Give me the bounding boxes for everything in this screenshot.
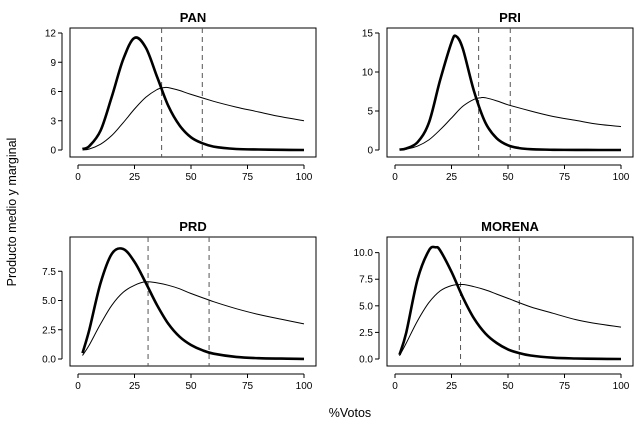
x-tick-label-pan: 50 — [185, 172, 197, 183]
x-tick-label-pri: 50 — [502, 172, 514, 183]
thick-curve-morena — [398, 245, 622, 361]
x-tick-label-morena: 50 — [502, 381, 514, 392]
y-axis-label: Producto medio y marginal — [5, 138, 19, 287]
y-tick-label-pri: 5 — [367, 107, 373, 118]
x-tick-label-prd: 50 — [185, 381, 197, 392]
y-tick-label-pan: 12 — [45, 29, 57, 40]
panel-frame-pan — [69, 27, 317, 158]
panel-title-pan: PAN — [180, 10, 206, 25]
x-tick-label-pan: 25 — [129, 172, 141, 183]
panel-frame-prd — [69, 236, 317, 367]
panel-frame-morena — [386, 236, 634, 367]
thick-curve-prd — [81, 247, 305, 361]
y-tick-label-morena: 0.0 — [359, 355, 373, 366]
y-tick-label-prd: 5.0 — [42, 296, 56, 307]
x-tick-label-pri: 0 — [392, 172, 398, 183]
x-tick-label-pan: 0 — [75, 172, 81, 183]
y-tick-label-morena: 2.5 — [359, 328, 373, 339]
x-tick-label-prd: 25 — [129, 381, 141, 392]
thick-curve-pan — [81, 36, 305, 152]
thin-curve-morena — [399, 283, 622, 357]
panel-title-prd: PRD — [179, 219, 206, 234]
thin-curve-pri — [399, 96, 622, 151]
y-tick-label-prd: 7.5 — [42, 267, 56, 278]
x-tick-label-morena: 0 — [392, 381, 398, 392]
y-tick-label-pri: 0 — [367, 146, 373, 157]
x-tick-label-pan: 75 — [242, 172, 254, 183]
y-tick-label-pri: 15 — [362, 29, 374, 40]
x-tick-label-prd: 100 — [296, 381, 313, 392]
x-tick-label-pan: 100 — [296, 172, 313, 183]
y-tick-label-pan: 0 — [50, 146, 56, 157]
x-tick-label-pri: 25 — [446, 172, 458, 183]
y-tick-label-pan: 3 — [50, 116, 56, 127]
x-tick-label-morena: 100 — [613, 381, 630, 392]
x-tick-label-prd: 0 — [75, 381, 81, 392]
y-tick-label-pri: 10 — [362, 68, 374, 79]
y-tick-label-pan: 6 — [50, 87, 56, 98]
thick-curve-pri — [399, 34, 621, 152]
y-tick-label-morena: 10.0 — [354, 248, 374, 259]
thin-curve-pan — [82, 86, 305, 151]
x-axis-label: %Votos — [329, 406, 371, 420]
thin-curve-prd — [82, 281, 305, 356]
panel-title-pri: PRI — [499, 10, 521, 25]
panel-title-morena: MORENA — [481, 219, 539, 234]
y-tick-label-morena: 7.5 — [359, 275, 373, 286]
x-tick-label-pri: 75 — [559, 172, 571, 183]
x-tick-label-prd: 75 — [242, 381, 254, 392]
y-tick-label-pan: 9 — [50, 58, 56, 69]
x-tick-label-morena: 75 — [559, 381, 571, 392]
y-tick-label-prd: 2.5 — [42, 325, 56, 336]
x-tick-label-pri: 100 — [613, 172, 630, 183]
y-tick-label-morena: 5.0 — [359, 301, 373, 312]
y-tick-label-prd: 0.0 — [42, 355, 56, 366]
x-tick-label-morena: 25 — [446, 381, 458, 392]
